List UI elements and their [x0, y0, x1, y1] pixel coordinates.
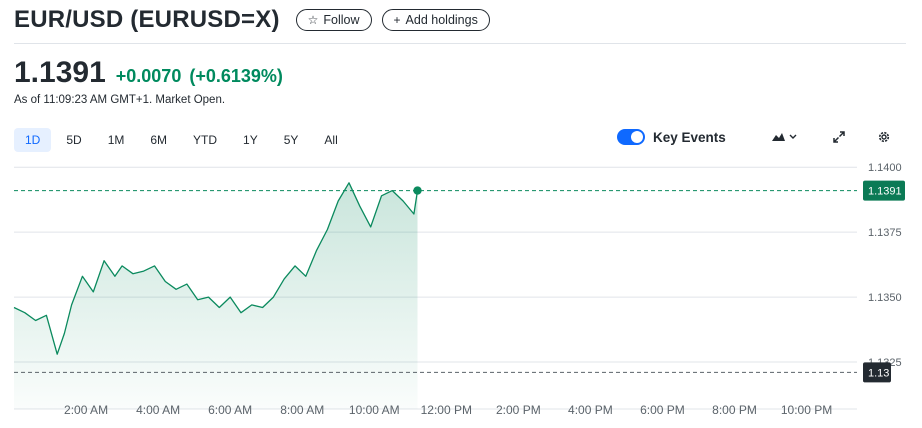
mountain-chart-icon: [772, 133, 797, 141]
range-5y[interactable]: 5Y: [283, 133, 299, 147]
follow-label: Follow: [323, 13, 360, 27]
range-selector: 1D 5D 1M 6M YTD 1Y 5Y All: [14, 128, 353, 152]
range-all[interactable]: All: [324, 133, 338, 147]
range-ytd[interactable]: YTD: [193, 133, 218, 147]
expand-button[interactable]: [832, 130, 846, 147]
x-tick-label: 6:00 AM: [208, 403, 252, 417]
expand-icon: [833, 131, 845, 143]
gear-icon: [878, 131, 890, 143]
y-tick-label: 1.1350: [868, 292, 902, 304]
range-5d[interactable]: 5D: [66, 133, 82, 147]
x-tick-label: 4:00 PM: [568, 403, 613, 417]
previous-close-badge-label: 1.13: [868, 367, 889, 379]
price-change: +0.0070: [115, 66, 182, 86]
settings-button[interactable]: [877, 130, 891, 147]
page-title: EUR/USD (EURUSD=X): [14, 6, 280, 33]
market-status: As of 11:09:23 AM GMT+1. Market Open.: [14, 94, 226, 106]
header-divider: [14, 43, 906, 44]
add-holdings-button[interactable]: + Add holdings: [381, 9, 490, 31]
range-1y[interactable]: 1Y: [243, 133, 258, 147]
y-tick-label: 1.1375: [868, 227, 902, 239]
chart-type-button[interactable]: [771, 130, 799, 147]
key-events-toggle[interactable]: Key Events: [617, 129, 726, 145]
current-price-badge: [863, 180, 905, 201]
range-1m[interactable]: 1M: [107, 133, 125, 147]
x-tick-label: 2:00 AM: [64, 403, 108, 417]
x-tick-label: 4:00 AM: [136, 403, 180, 417]
price-area: [14, 182, 418, 409]
x-tick-label: 6:00 PM: [640, 403, 685, 417]
x-tick-label: 12:00 PM: [421, 403, 472, 417]
star-icon: ☆: [307, 13, 319, 27]
quote-summary: 1.1391 +0.0070 (+0.6139%): [14, 56, 283, 90]
price-change-percent: (+0.6139%): [189, 66, 283, 86]
last-price-dot: [413, 186, 422, 195]
current-price: 1.1391: [14, 56, 106, 89]
range-6m[interactable]: 6M: [150, 133, 168, 147]
x-tick-label: 8:00 AM: [280, 403, 324, 417]
plus-icon: +: [393, 13, 401, 27]
x-tick-label: 8:00 PM: [712, 403, 757, 417]
x-tick-label: 2:00 PM: [496, 403, 541, 417]
key-events-label: Key Events: [653, 129, 726, 145]
x-tick-label: 10:00 AM: [349, 403, 400, 417]
price-chart[interactable]: 2:00 AM 4:00 AM 6:00 AM 8:00 AM 10:00 AM 12:0…: [0, 150, 922, 428]
price-line: [13, 182, 419, 355]
range-1d[interactable]: 1D: [14, 128, 52, 152]
quote-header: EUR/USD (EURUSD=X) ☆ Follow + Add holdin…: [14, 6, 490, 34]
previous-close-badge: [863, 362, 891, 383]
y-tick-label: 1.1400: [868, 162, 902, 174]
follow-button[interactable]: ☆ Follow: [295, 9, 372, 31]
current-price-badge-label: 1.1391: [868, 186, 902, 198]
add-holdings-label: Add holdings: [405, 13, 478, 27]
x-tick-label: 10:00 PM: [781, 403, 832, 417]
toggle-switch[interactable]: [617, 129, 645, 145]
